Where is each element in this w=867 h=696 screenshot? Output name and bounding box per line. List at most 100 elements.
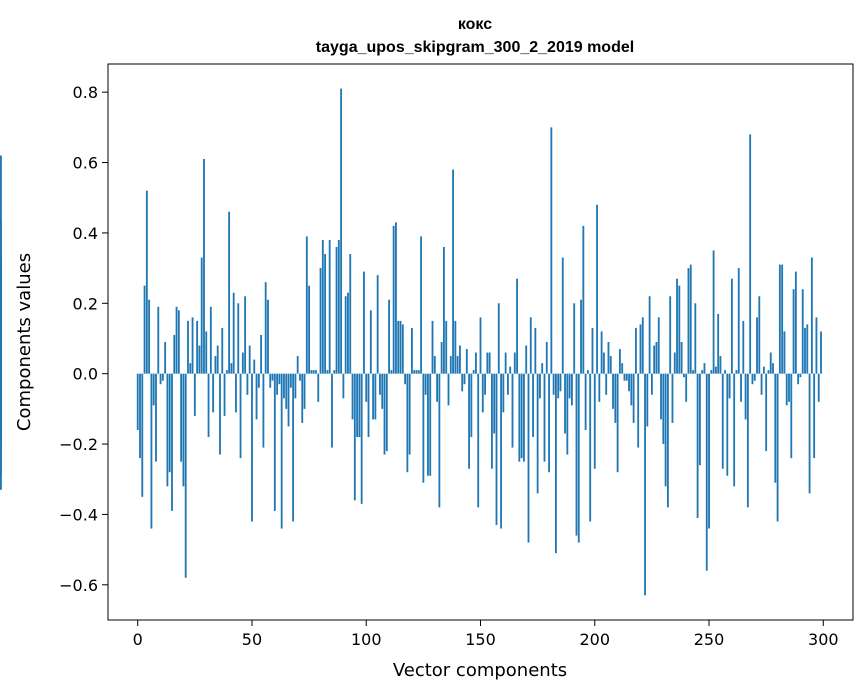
bar (762, 366, 765, 374)
bar (326, 370, 329, 374)
bar (411, 327, 413, 374)
bar (159, 373, 162, 385)
bar (287, 373, 290, 427)
bar (539, 373, 541, 399)
bar (753, 373, 756, 381)
bar (347, 292, 349, 374)
bar (292, 373, 295, 522)
bar (744, 373, 747, 420)
bar (698, 373, 701, 466)
bar (673, 352, 676, 374)
bar (682, 373, 685, 378)
bar (436, 373, 438, 402)
bar (235, 373, 237, 413)
bar (429, 373, 432, 476)
bar (209, 306, 212, 374)
chart-subtitle: tayga_upos_skipgram_300_2_2019 model (316, 39, 634, 56)
bar (241, 352, 244, 374)
bar (751, 373, 754, 385)
bar (491, 373, 493, 469)
bar (548, 373, 550, 473)
bar (523, 373, 525, 462)
bar (342, 373, 345, 399)
bar (669, 296, 672, 374)
bar (198, 345, 201, 374)
bar (742, 320, 745, 374)
bar (374, 373, 377, 420)
bar (801, 289, 804, 374)
bar (351, 373, 354, 420)
bar (724, 370, 726, 374)
bar (639, 324, 642, 374)
bar (383, 373, 386, 455)
bar (390, 370, 393, 374)
y-tick-label: 0.4 (73, 224, 98, 243)
bar (484, 373, 486, 395)
bar (280, 373, 283, 529)
bar (433, 356, 436, 374)
bar (331, 373, 333, 448)
bar (778, 264, 781, 374)
bar (164, 342, 167, 374)
bar (285, 373, 288, 409)
bar (602, 352, 605, 374)
bar (438, 373, 441, 508)
bar (317, 373, 320, 402)
bar (294, 373, 297, 399)
x-axis-label: Vector components (393, 660, 567, 681)
x-tick-label: 200 (579, 630, 610, 649)
bar (708, 373, 710, 529)
bar (607, 342, 610, 374)
bar (532, 373, 534, 438)
bar (719, 356, 722, 374)
bar (710, 370, 713, 374)
bar (372, 373, 375, 420)
bar (804, 327, 806, 374)
bar (525, 345, 528, 374)
bar (0, 373, 2, 490)
y-tick-label: 0.2 (73, 294, 98, 313)
bar (289, 373, 292, 388)
bar (310, 370, 313, 374)
y-tick-label: −0.4 (59, 505, 98, 524)
bar (333, 370, 336, 374)
bar (385, 373, 388, 452)
bar (769, 352, 772, 374)
bar (591, 327, 594, 374)
bar (468, 373, 470, 469)
bar (500, 373, 502, 529)
bar (646, 373, 649, 427)
bar (488, 352, 491, 374)
bar (511, 373, 514, 448)
bar (600, 331, 603, 374)
bar (790, 373, 793, 459)
bar (283, 373, 285, 399)
bar (388, 299, 391, 374)
bar (589, 373, 592, 522)
bar (143, 285, 146, 374)
bar (223, 373, 226, 416)
bar (184, 373, 187, 578)
bar (328, 239, 331, 374)
bar (785, 373, 788, 406)
chart-title: кокс (458, 16, 492, 33)
x-axis-ticks: 0 50 100 150 200 250 300 (133, 620, 839, 649)
bar (145, 190, 148, 374)
bar (0, 373, 2, 375)
bar (552, 373, 555, 395)
bar (648, 296, 651, 374)
bar (420, 236, 422, 374)
bar (406, 373, 409, 473)
x-tick-label: 100 (351, 630, 382, 649)
x-tick-label: 300 (808, 630, 839, 649)
bar (580, 299, 582, 374)
bar (502, 373, 505, 413)
bar (653, 345, 656, 374)
bar (605, 373, 608, 395)
bar (376, 275, 379, 374)
bar (189, 363, 192, 374)
bar (203, 159, 205, 374)
bar (264, 282, 267, 374)
bar (246, 373, 249, 395)
